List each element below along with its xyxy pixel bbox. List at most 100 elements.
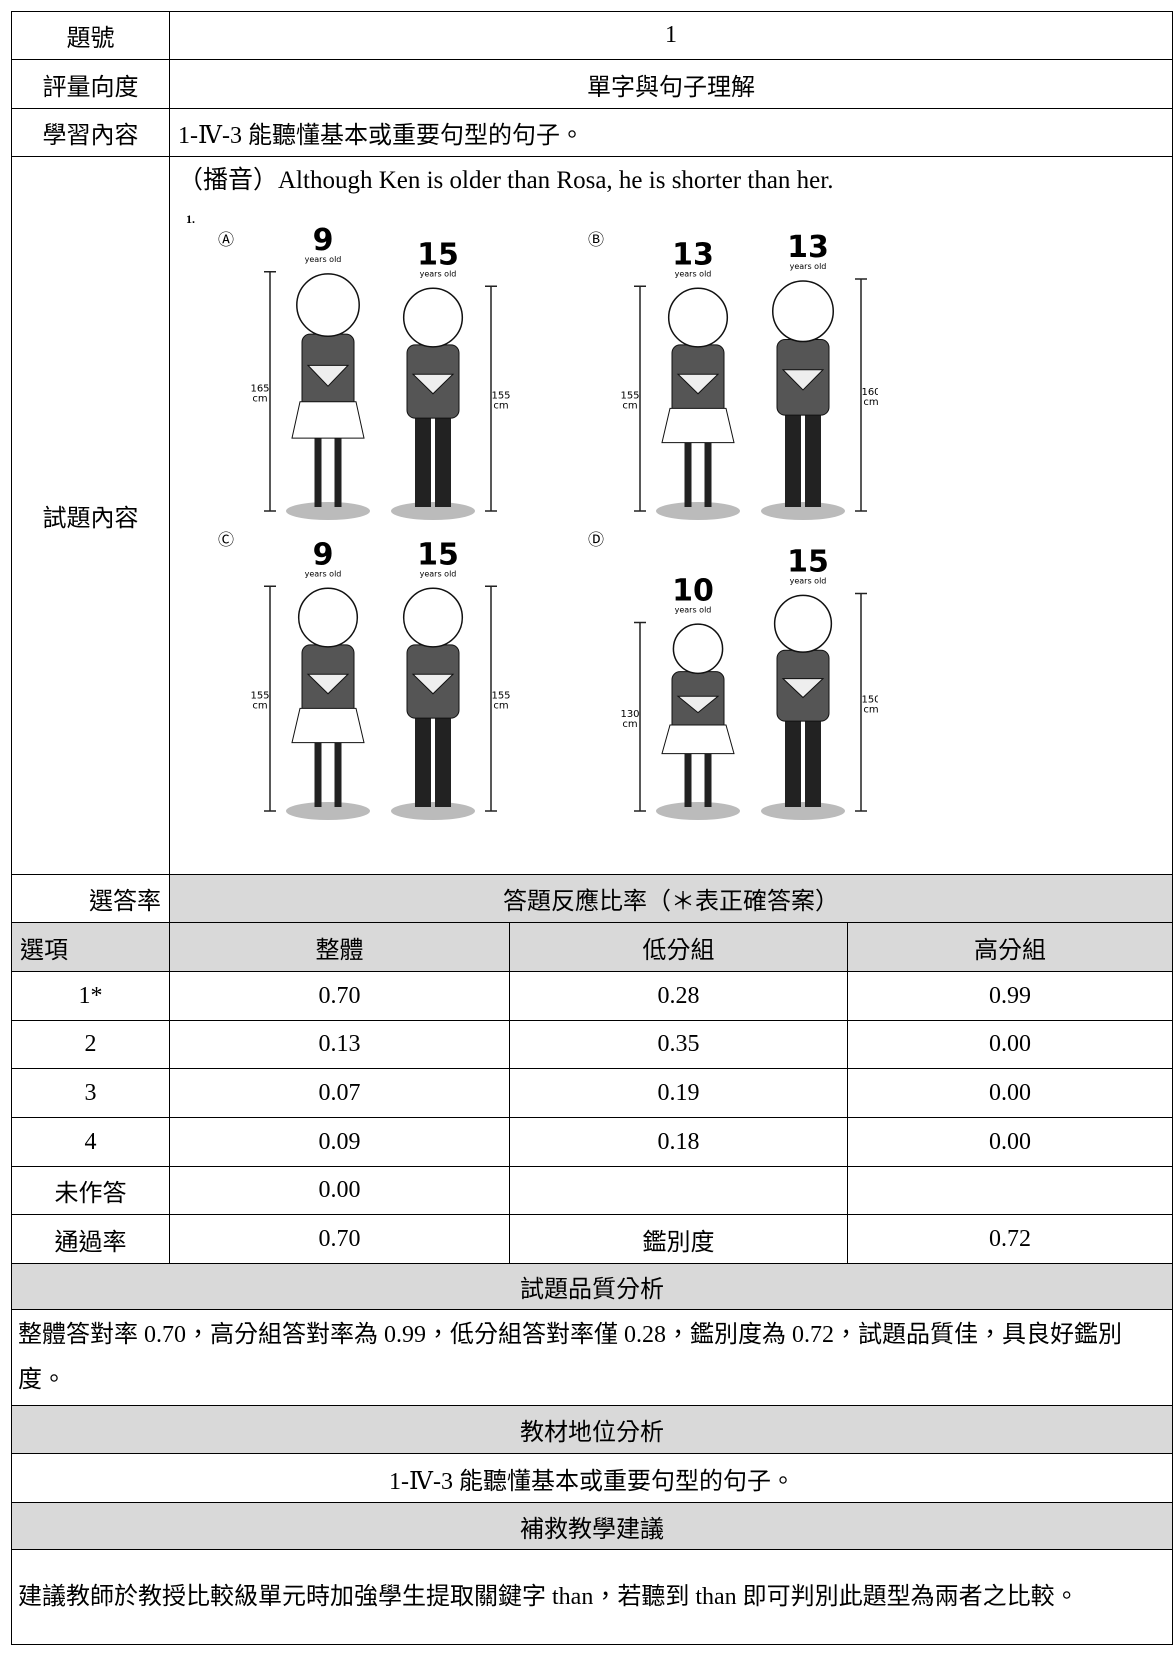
skirt (661, 724, 735, 755)
cell: 0.19 (509, 1068, 848, 1118)
head (672, 623, 724, 675)
shadow (391, 502, 475, 520)
option-label: Ⓓ (588, 531, 604, 549)
row: 未作答 0.00 (11, 1166, 1173, 1215)
value: 1 (168, 11, 1173, 60)
section-title: 教材地位分析 (10, 1405, 1173, 1454)
cell: 未作答 (11, 1166, 170, 1215)
label: 選答率 (11, 874, 170, 923)
age-unit: years old (790, 577, 827, 586)
section-text: 1-Ⅳ-3 能聽懂基本或重要句型的句子。 (10, 1453, 1173, 1503)
cell: 0.00 (169, 1166, 510, 1215)
book (676, 373, 720, 395)
height-unit: cm (252, 701, 267, 712)
height-value: 155 (491, 691, 510, 702)
row: 補救教學建議 (10, 1502, 1173, 1550)
label: 題號 (11, 11, 170, 60)
cell: 0.18 (509, 1117, 848, 1167)
section-text: 建議教師於教授比較級單元時加強學生提取關鍵字 than，若聽到 than 即可判… (10, 1549, 1173, 1645)
row: 1* 0.70 0.28 0.99 (11, 971, 1173, 1021)
label: 評量向度 (11, 59, 170, 109)
head (773, 594, 833, 653)
age: 15 (787, 545, 829, 580)
shadow (391, 802, 475, 820)
height-value: 155 (250, 691, 269, 702)
age-unit: years old (420, 569, 457, 578)
height-value: 165 (250, 383, 269, 394)
age-unit: years old (305, 255, 342, 264)
head (297, 587, 359, 648)
head (667, 287, 729, 348)
row: 2 0.13 0.35 0.00 (11, 1020, 1173, 1069)
age-unit: years old (675, 606, 712, 615)
row: 整體答對率 0.70，高分組答對率為 0.99，低分組答對率僅 0.28，鑑別度… (10, 1309, 1173, 1406)
height-unit: cm (252, 393, 267, 404)
cell: 0.99 (846, 971, 1173, 1021)
cell: 1* (11, 971, 170, 1021)
cell: 0.70 (169, 1214, 510, 1264)
shadow (286, 802, 370, 820)
cell (846, 1166, 1173, 1215)
analysis-table: 題號 1 評量向度 單字與句子理解 學習內容 1-Ⅳ-3 能聽懂基本或重要句型的句子。… (10, 11, 1173, 1645)
header: 低分組 (509, 922, 848, 972)
skirt (661, 407, 735, 444)
book (676, 695, 720, 714)
height-value: 160 (861, 387, 878, 398)
book (781, 678, 825, 699)
header: 整體 (169, 922, 510, 972)
height-unit: cm (863, 704, 878, 715)
cell: 0.70 (169, 971, 510, 1021)
cell: 0.00 (846, 1068, 1173, 1118)
cell: 3 (11, 1068, 170, 1118)
row: 試題品質分析 (10, 1263, 1173, 1310)
row: 學習內容 1-Ⅳ-3 能聽懂基本或重要句型的句子。 (11, 108, 1173, 157)
age: 13 (672, 237, 714, 272)
option-label: Ⓒ (218, 531, 234, 549)
head (402, 587, 464, 648)
row: 通過率 0.70 鑑別度 0.72 (11, 1214, 1173, 1264)
cell: 通過率 (11, 1214, 170, 1264)
row: 3 0.07 0.19 0.00 (11, 1068, 1173, 1118)
figure-number: 1. (186, 212, 195, 226)
skirt (291, 401, 365, 439)
age: 13 (787, 230, 829, 265)
question-content: （播音）Although Ken is older than Rosa, he … (168, 156, 1173, 875)
row: 評量向度 單字與句子理解 (11, 59, 1173, 109)
height-value: 150 (861, 694, 878, 705)
row: 建議教師於教授比較級單元時加強學生提取關鍵字 than，若聽到 than 即可判… (10, 1549, 1173, 1645)
age: 9 (313, 223, 334, 258)
cell: 0.72 (846, 1214, 1173, 1264)
head (771, 280, 835, 343)
section-title: 補救教學建議 (10, 1502, 1173, 1550)
cell: 4 (11, 1117, 170, 1167)
cell: 0.13 (169, 1020, 510, 1069)
age: 9 (313, 537, 334, 572)
label: 學習內容 (11, 108, 170, 157)
age-unit: years old (675, 269, 712, 278)
shadow (761, 802, 845, 820)
row: 試題內容 （播音）Although Ken is older than Rosa… (11, 156, 1173, 875)
book (306, 364, 350, 387)
cell: 0.35 (509, 1020, 848, 1069)
row: 4 0.09 0.18 0.00 (11, 1117, 1173, 1167)
row: 教材地位分析 (10, 1405, 1173, 1454)
height-value: 155 (620, 391, 639, 402)
audio-text: （播音）Although Ken is older than Rosa, he … (178, 167, 834, 194)
cell: 2 (11, 1020, 170, 1069)
height-value: 155 (491, 391, 510, 402)
value: 1-Ⅳ-3 能聽懂基本或重要句型的句子。 (168, 108, 1173, 157)
head (296, 273, 360, 337)
cell: 0.09 (169, 1117, 510, 1167)
age-unit: years old (790, 262, 827, 271)
header: 高分組 (846, 922, 1173, 972)
cell: 鑑別度 (509, 1214, 848, 1264)
label: 試題內容 (11, 156, 170, 875)
cell (509, 1166, 848, 1215)
height-unit: cm (863, 397, 878, 408)
value: 單字與句子理解 (168, 59, 1173, 109)
